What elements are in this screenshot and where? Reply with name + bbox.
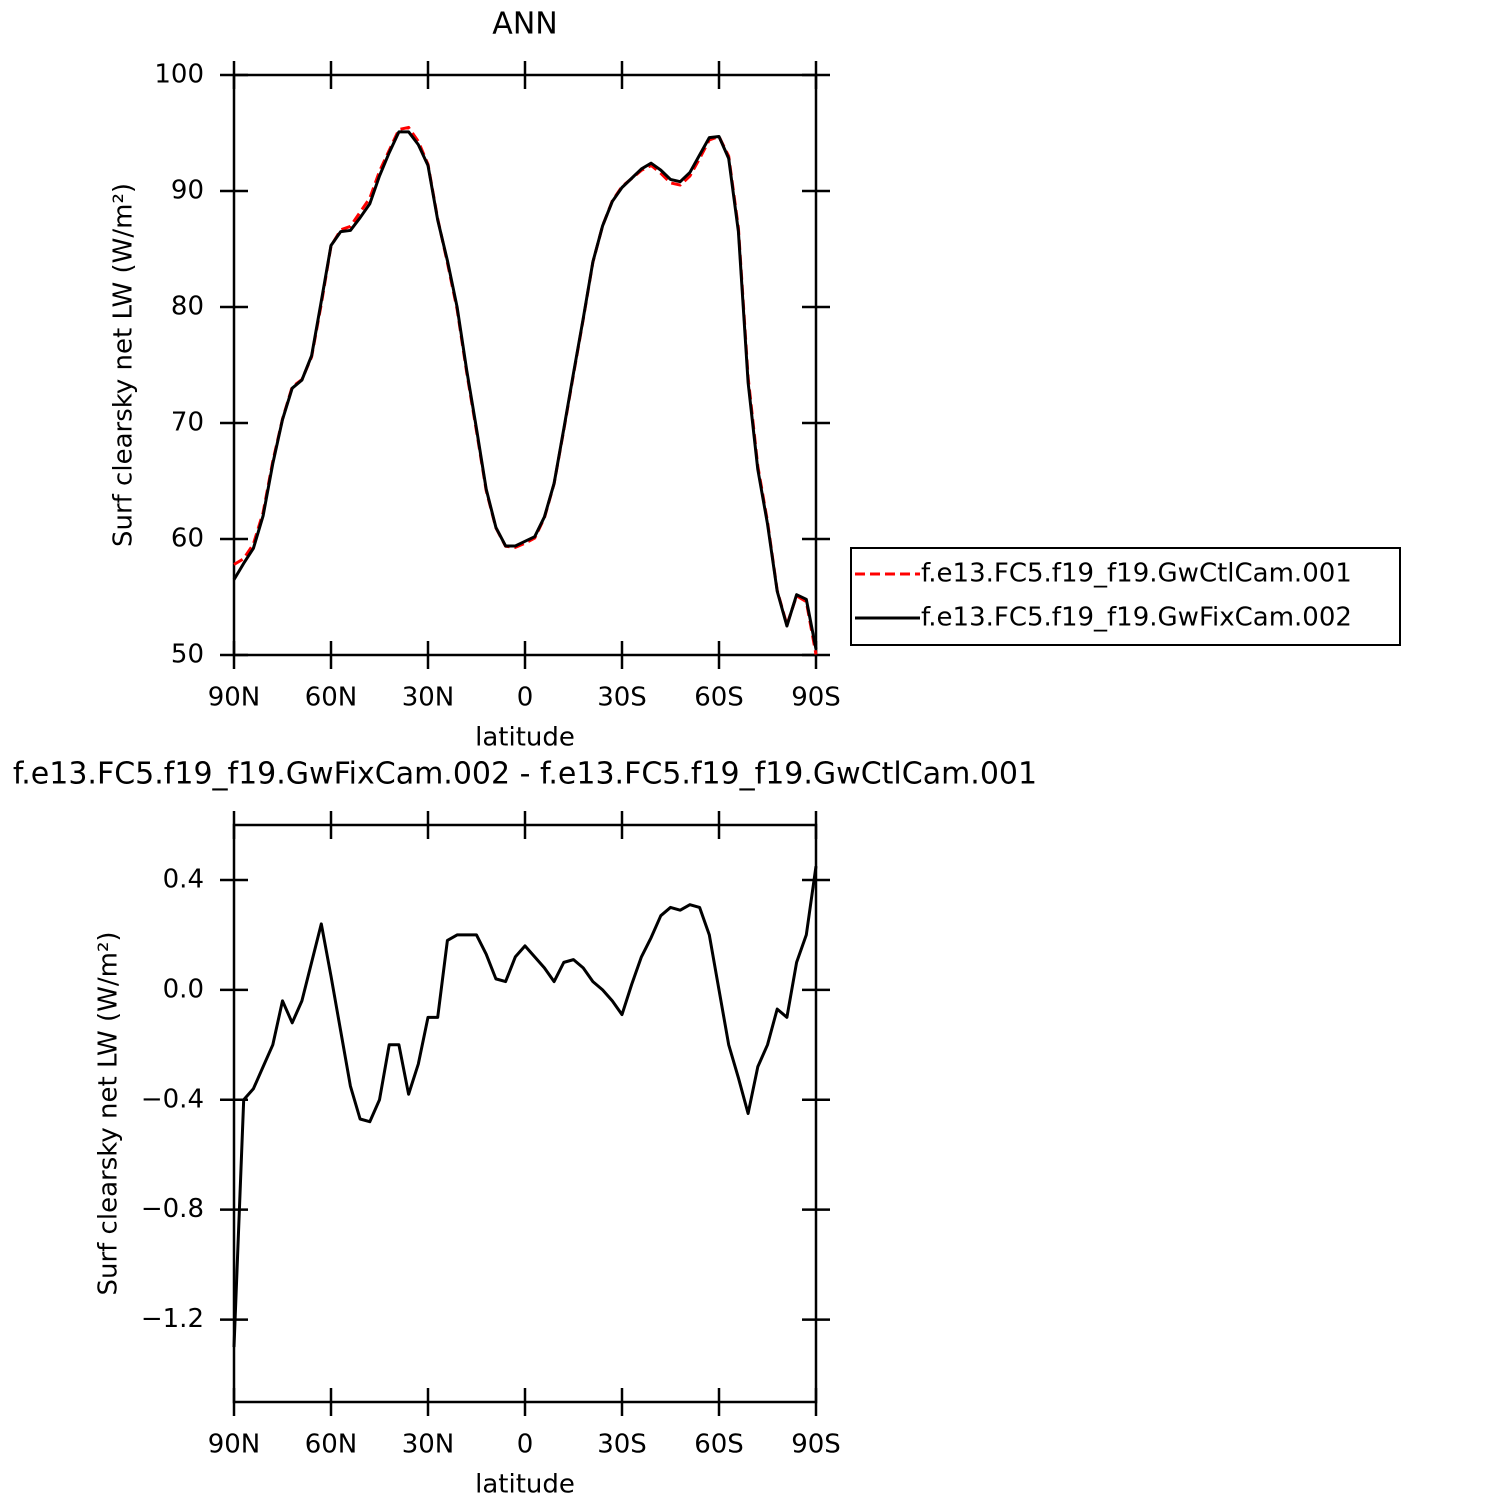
y-axis-label: Surf clearsky net LW (W/m²) xyxy=(109,183,139,547)
x-tick-label: 90S xyxy=(791,683,841,713)
chart-title: ANN xyxy=(492,7,557,42)
x-tick-label: 60S xyxy=(694,683,744,713)
legend-label: f.e13.FC5.f19_f19.GwFixCam.002 xyxy=(921,603,1352,633)
y-tick-label: −0.8 xyxy=(141,1194,204,1224)
y-tick-label: 60 xyxy=(171,524,204,554)
data-line xyxy=(232,866,818,1348)
plot-frame xyxy=(232,823,818,1404)
y-axis-label: Surf clearsky net LW (W/m²) xyxy=(94,931,124,1295)
x-tick-label: 30N xyxy=(402,683,455,713)
x-tick-label: 0 xyxy=(517,1430,534,1460)
x-tick-label: 30N xyxy=(402,1430,455,1460)
y-tick-label: 90 xyxy=(171,176,204,206)
x-tick-label: 60N xyxy=(305,683,358,713)
y-tick-label: 0.0 xyxy=(163,974,204,1004)
x-tick-label: 60S xyxy=(694,1430,744,1460)
y-tick-label: 50 xyxy=(171,640,204,670)
chart-title: f.e13.FC5.f19_f19.GwFixCam.002 - f.e13.F… xyxy=(13,757,1037,792)
x-tick-label: 30S xyxy=(597,1430,647,1460)
y-tick-label: 100 xyxy=(154,60,204,90)
x-tick-label: 60N xyxy=(305,1430,358,1460)
y-tick-label: 70 xyxy=(171,408,204,438)
x-tick-label: 0 xyxy=(517,683,534,713)
y-tick-label: −1.2 xyxy=(141,1304,204,1334)
y-tick-label: 0.4 xyxy=(163,864,204,894)
y-tick-label: −0.4 xyxy=(141,1084,204,1114)
legend-label: f.e13.FC5.f19_f19.GwCtlCam.001 xyxy=(921,559,1352,589)
y-tick-label: 80 xyxy=(171,292,204,322)
x-tick-label: 90S xyxy=(791,1430,841,1460)
legend-box xyxy=(850,547,1401,646)
x-tick-label: 30S xyxy=(597,683,647,713)
x-axis-label: latitude xyxy=(475,1470,575,1500)
data-line xyxy=(233,125,818,655)
x-tick-label: 90N xyxy=(208,683,261,713)
x-tick-label: 90N xyxy=(208,1430,261,1460)
data-line xyxy=(232,130,818,650)
x-axis-label: latitude xyxy=(475,723,575,753)
